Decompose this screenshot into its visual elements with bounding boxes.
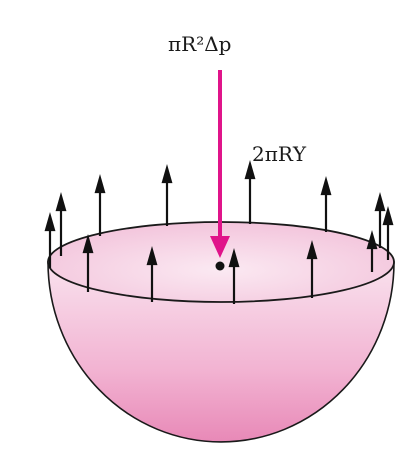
arrow-head [82,233,94,254]
center-point [215,261,225,271]
arrow-head [228,247,240,268]
pressure-force-arrow [210,70,230,258]
arrow-head [320,175,332,196]
arrow-head [382,205,394,226]
arrow-head [44,211,56,232]
hemisphere-body [47,261,395,443]
surface-tension-arrows [44,159,394,304]
arrow-head [306,239,318,260]
arrow-head [244,159,256,180]
arrow-head [366,229,378,250]
pressure-force-label: πR²Δp [168,32,232,56]
arrow-head [146,245,158,266]
arrow-head [55,191,67,212]
arrow-head [161,163,173,184]
arrow-head [374,191,386,212]
surface-tension-label: 2πRΥ [252,142,307,166]
arrow-head [94,173,106,194]
